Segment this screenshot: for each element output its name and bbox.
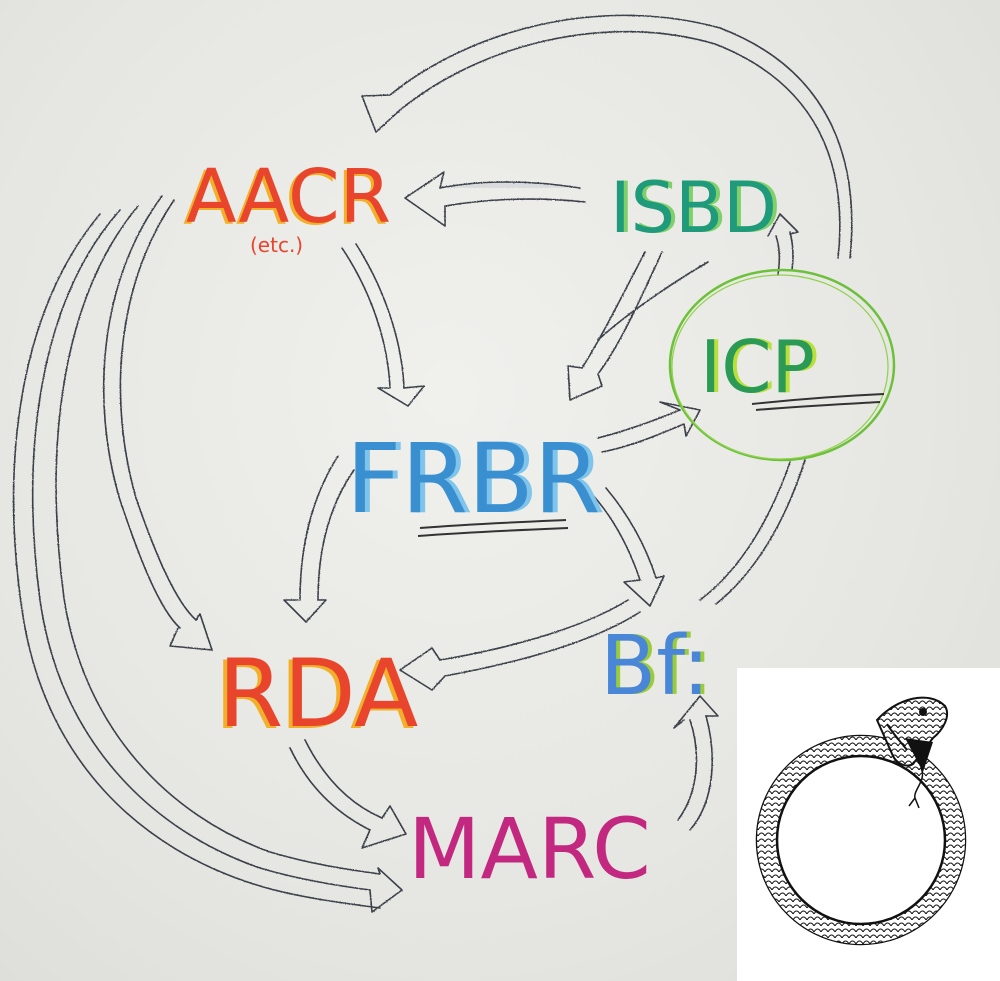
rda-label: RDA	[218, 640, 418, 749]
node-icp: ICP ICP	[668, 268, 896, 462]
frbr-label-shadow: FRBR	[351, 423, 605, 535]
ouroboros-inset	[737, 668, 1000, 981]
arrow-frbr-to-icp	[597, 401, 701, 453]
node-aacr: AACR AACR (etc.)	[183, 154, 391, 257]
arrow-aacr-to-frbr	[341, 243, 425, 407]
frbr-label: FRBR	[346, 423, 600, 535]
icp-underline-2	[755, 401, 881, 411]
ouroboros-head	[875, 696, 949, 809]
arrow-isbd-to-aacr	[404, 171, 586, 227]
node-bf: Bf: Bf:	[600, 619, 714, 714]
bf-label: Bf:	[600, 619, 710, 714]
ouroboros-tail	[886, 723, 908, 751]
arrow-icp-to-isbd	[767, 213, 799, 276]
rda-label-shadow: RDA	[214, 642, 414, 751]
icp-ring-inner	[671, 274, 889, 460]
icp-label-shadow: ICP	[704, 325, 819, 409]
marc-label: MARC	[408, 800, 651, 898]
aacr-label: AACR	[186, 154, 391, 240]
node-rda: RDA RDA	[214, 640, 418, 751]
bf-label-shadow: Bf:	[604, 619, 714, 714]
arrow-icp-to-bf	[699, 459, 806, 605]
isbd-label: ISBD	[610, 167, 777, 249]
aacr-label-shadow: AACR	[183, 156, 388, 242]
icp-underline-1	[751, 393, 885, 405]
frbr-underline-1	[419, 519, 567, 529]
arrow-icp-to-aacr-loop	[361, 14, 853, 259]
aacr-sublabel: (etc.)	[250, 233, 303, 257]
arrow-aacr-to-marc	[12, 205, 403, 913]
ouroboros-body-inner	[775, 754, 947, 926]
icp-label: ICP	[700, 325, 815, 409]
ouroboros-scales	[757, 736, 965, 944]
isbd-label-shadow: ISBD	[614, 167, 781, 249]
node-isbd: ISBD ISBD	[610, 167, 781, 249]
arrow-frbr-to-bf	[591, 487, 665, 607]
arrow-frbr-to-rda	[283, 455, 355, 623]
node-marc: MARC	[408, 800, 651, 898]
arrow-icp-to-frbr-diag	[597, 261, 709, 341]
arrow-isbd-to-frbr	[567, 251, 663, 401]
arrow-marc-to-bf	[673, 695, 719, 831]
node-frbr: FRBR FRBR	[346, 423, 605, 537]
arrow-bf-to-rda	[399, 599, 641, 691]
arrow-rda-to-marc	[289, 739, 407, 849]
ouroboros-icon	[755, 696, 967, 946]
arrow-aacr-to-rda	[102, 195, 213, 651]
icp-ring	[668, 268, 896, 462]
frbr-underline-2	[417, 527, 569, 537]
